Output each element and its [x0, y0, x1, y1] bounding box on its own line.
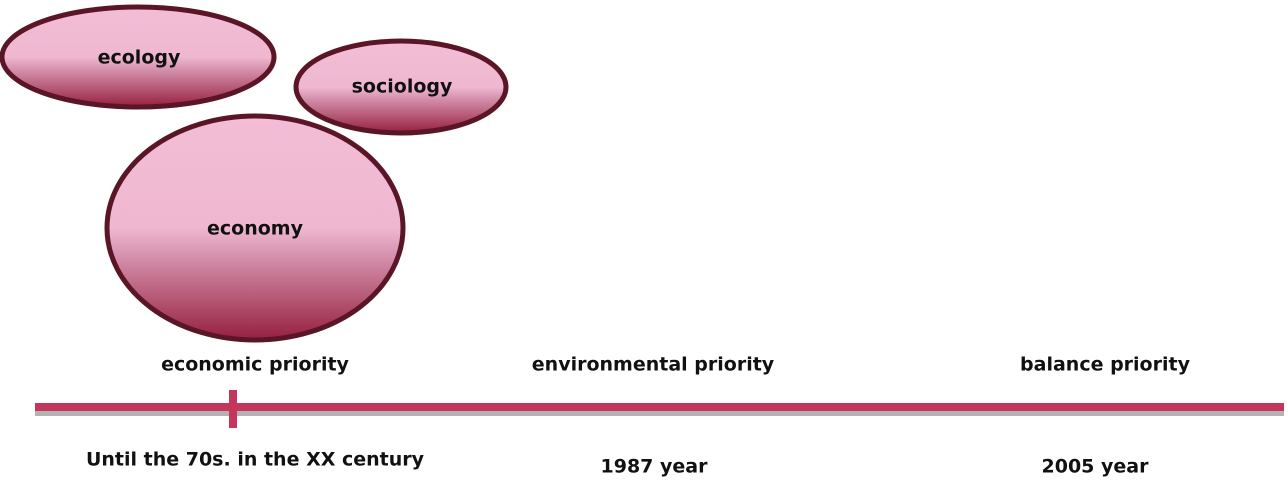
node-label: ecology — [98, 47, 181, 69]
timeline-tick — [229, 390, 237, 428]
timeline-shadow — [35, 410, 1284, 416]
priority-label: environmental priority — [532, 354, 775, 376]
period-label: 2005 year — [1042, 456, 1150, 478]
priority-label: economic priority — [161, 354, 349, 376]
node-label: sociology — [352, 76, 453, 98]
priority-label: balance priority — [1020, 354, 1191, 376]
sociology-ellipse — [293, 38, 509, 136]
ecology-ellipse — [0, 4, 277, 110]
timeline-axis — [35, 403, 1284, 411]
period-label: Until the 70s. in the XX century — [86, 449, 425, 471]
node-label: economy — [207, 218, 304, 240]
economy-ellipse — [104, 113, 406, 343]
period-label: 1987 year — [601, 456, 709, 478]
